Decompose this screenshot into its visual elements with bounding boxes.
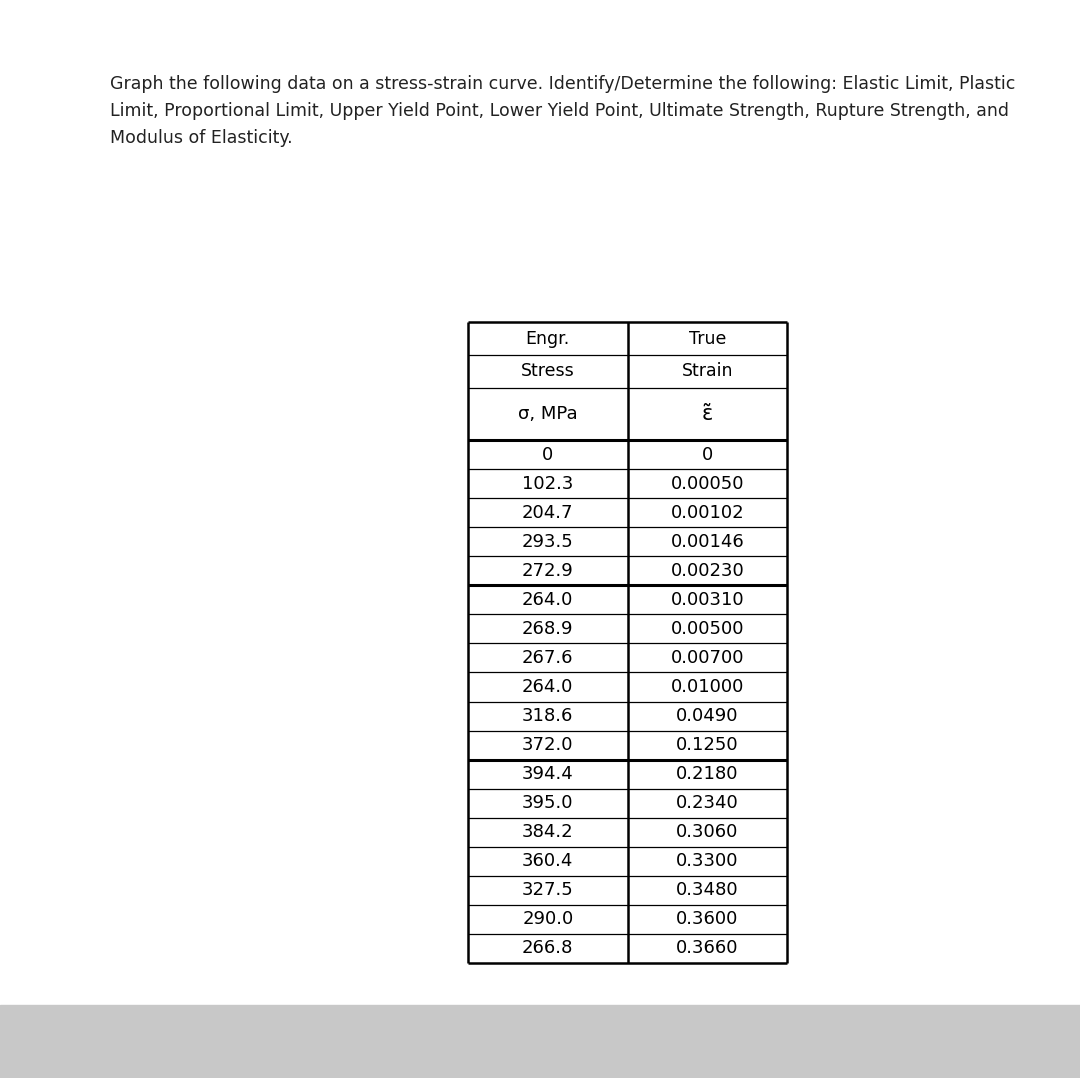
Text: 0.00500: 0.00500 <box>671 620 744 638</box>
Text: Strain: Strain <box>681 362 733 381</box>
Text: 394.4: 394.4 <box>522 765 573 783</box>
Text: 0.3660: 0.3660 <box>676 939 739 957</box>
Bar <box>0 1005 1080 1078</box>
Text: 264.0: 264.0 <box>522 591 573 609</box>
Text: Modulus of Elasticity.: Modulus of Elasticity. <box>110 129 293 147</box>
Text: 264.0: 264.0 <box>522 678 573 696</box>
Text: True: True <box>689 330 726 347</box>
Text: 372.0: 372.0 <box>522 736 573 755</box>
Text: 266.8: 266.8 <box>522 939 573 957</box>
Text: 0: 0 <box>542 445 553 464</box>
Text: 293.5: 293.5 <box>522 533 573 551</box>
Text: 290.0: 290.0 <box>522 911 573 928</box>
Text: 268.9: 268.9 <box>522 620 573 638</box>
Text: 0.01000: 0.01000 <box>671 678 744 696</box>
Text: Limit, Proportional Limit, Upper Yield Point, Lower Yield Point, Ultimate Streng: Limit, Proportional Limit, Upper Yield P… <box>110 102 1009 120</box>
Text: 0.00310: 0.00310 <box>671 591 744 609</box>
Text: ε̃: ε̃ <box>702 404 713 424</box>
Text: 0.00230: 0.00230 <box>671 562 744 580</box>
Text: 0.3600: 0.3600 <box>676 911 739 928</box>
Text: 0.3060: 0.3060 <box>676 824 739 841</box>
Text: 0: 0 <box>702 445 713 464</box>
Text: 318.6: 318.6 <box>522 707 573 725</box>
Text: 0.00146: 0.00146 <box>671 533 744 551</box>
Text: 0.3300: 0.3300 <box>676 853 739 870</box>
Text: 0.00050: 0.00050 <box>671 474 744 493</box>
Text: 272.9: 272.9 <box>522 562 573 580</box>
Text: 384.2: 384.2 <box>522 824 573 841</box>
Text: 327.5: 327.5 <box>522 882 573 899</box>
Text: σ, MPa: σ, MPa <box>518 405 578 423</box>
Text: 0.2180: 0.2180 <box>676 765 739 783</box>
Text: 204.7: 204.7 <box>522 503 573 522</box>
Text: 0.00700: 0.00700 <box>671 649 744 667</box>
Text: 0.00102: 0.00102 <box>671 503 744 522</box>
Text: 102.3: 102.3 <box>522 474 573 493</box>
Text: 0.2340: 0.2340 <box>676 794 739 812</box>
Text: 0.1250: 0.1250 <box>676 736 739 755</box>
Text: Stress: Stress <box>521 362 575 381</box>
Text: Engr.: Engr. <box>526 330 570 347</box>
Text: 395.0: 395.0 <box>522 794 573 812</box>
Text: 360.4: 360.4 <box>522 853 573 870</box>
Text: 0.3480: 0.3480 <box>676 882 739 899</box>
Text: 0.0490: 0.0490 <box>676 707 739 725</box>
Text: Graph the following data on a stress-strain curve. Identify/Determine the follow: Graph the following data on a stress-str… <box>110 75 1015 93</box>
Text: 267.6: 267.6 <box>522 649 573 667</box>
